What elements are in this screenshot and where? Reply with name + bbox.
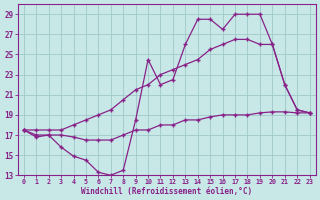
X-axis label: Windchill (Refroidissement éolien,°C): Windchill (Refroidissement éolien,°C): [81, 187, 252, 196]
